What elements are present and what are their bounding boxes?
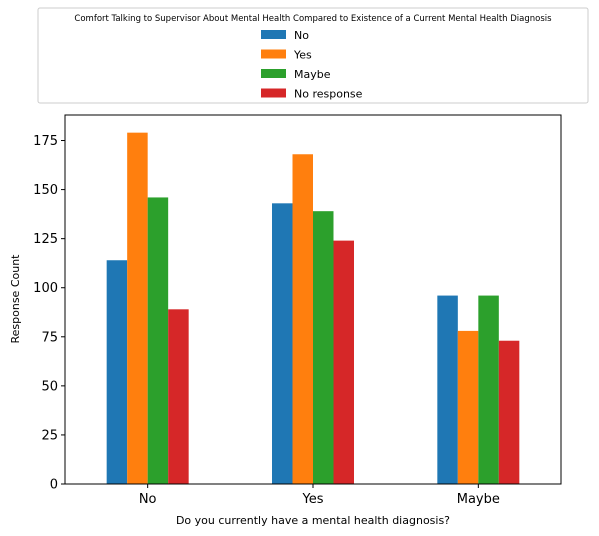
x-tick-label: Yes xyxy=(302,492,324,507)
y-tick-label: 175 xyxy=(33,134,58,149)
y-tick-label: 50 xyxy=(41,379,58,394)
bar-no-yes xyxy=(127,132,148,484)
legend-swatch-yes xyxy=(261,49,286,59)
bar-yes-no xyxy=(272,203,293,484)
bar-maybe-no xyxy=(437,295,458,484)
legend-label-yes: Yes xyxy=(293,49,312,62)
legend-swatch-maybe xyxy=(261,69,286,78)
bar-yes-no-response xyxy=(333,240,354,484)
x-axis-ticks: No Yes Maybe xyxy=(139,484,500,507)
x-tick-label: Maybe xyxy=(457,492,500,507)
y-tick-label: 125 xyxy=(33,232,58,247)
y-tick-label: 100 xyxy=(33,281,58,296)
bar-no-no xyxy=(106,260,128,484)
bars xyxy=(106,132,520,484)
y-tick-label: 0 xyxy=(50,478,58,493)
y-axis-label: Response Count xyxy=(9,254,22,344)
y-tick-label: 75 xyxy=(41,330,58,345)
bar-yes-maybe xyxy=(313,211,334,484)
bar-maybe-yes xyxy=(457,330,479,484)
legend-label-no-response: No response xyxy=(294,88,363,101)
legend-label-no: No xyxy=(294,29,309,42)
plot-area: 0 25 50 75 100 125 150 175 No Yes Maybe xyxy=(33,114,562,507)
bar-no-no-response xyxy=(168,309,189,484)
legend-frame xyxy=(37,7,589,104)
x-axis-label: Do you currently have a mental health di… xyxy=(176,514,450,527)
bar-maybe-no-response xyxy=(498,340,520,484)
bar-no-maybe xyxy=(147,197,169,484)
legend-title: Comfort Talking to Supervisor About Ment… xyxy=(74,14,552,24)
legend: Comfort Talking to Supervisor About Ment… xyxy=(37,7,589,104)
y-tick-label: 25 xyxy=(41,428,58,443)
x-tick-label: No xyxy=(139,492,157,507)
bar-yes-yes xyxy=(292,154,313,484)
legend-entries: No Yes Maybe No response xyxy=(261,29,363,101)
bar-maybe-maybe xyxy=(478,295,499,484)
legend-swatch-no xyxy=(261,30,286,39)
y-tick-label: 150 xyxy=(33,183,58,198)
legend-swatch-no-response xyxy=(261,88,286,98)
legend-label-maybe: Maybe xyxy=(294,68,331,81)
y-axis-ticks: 0 25 50 75 100 125 150 175 xyxy=(33,134,65,493)
